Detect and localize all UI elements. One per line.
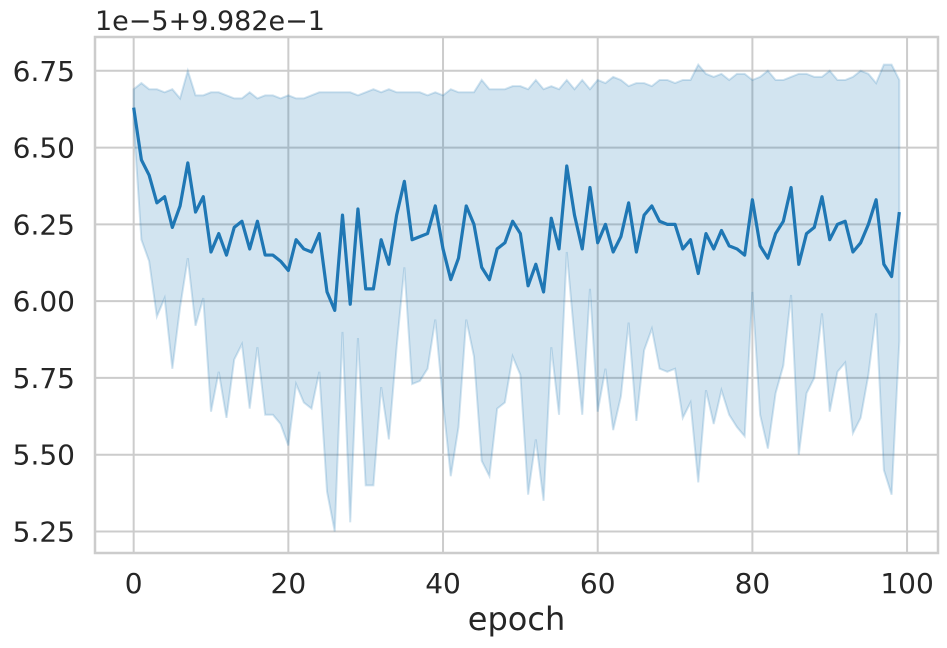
x-tick-label: 80: [735, 567, 771, 600]
confidence-band: [132, 62, 901, 532]
x-tick-labels: 0 20 40 60 80 100: [125, 567, 934, 600]
y-tick-label: 5.75: [13, 362, 75, 395]
x-tick-label: 40: [425, 567, 461, 600]
y-offset-label: 1e−5+9.982e−1: [95, 6, 325, 37]
y-tick-label: 6.50: [13, 132, 75, 165]
plot-frame: [93, 35, 940, 555]
x-tick-label: 60: [580, 567, 616, 600]
grid: [95, 37, 938, 553]
y-tick-label: 5.50: [13, 439, 75, 472]
x-axis-label: epoch: [468, 600, 565, 638]
y-tick-label: 5.25: [13, 516, 75, 549]
mean-line: [132, 107, 901, 312]
y-tick-label: 6.75: [13, 55, 75, 88]
x-tick-label: 0: [125, 567, 143, 600]
y-tick-label: 6.00: [13, 285, 75, 318]
y-tick-label: 6.25: [13, 208, 75, 241]
y-tick-labels: 5.25 5.50 5.75 6.00 6.25 6.50 6.75: [13, 55, 75, 549]
x-tick-label: 20: [271, 567, 307, 600]
x-tick-label: 100: [880, 567, 933, 600]
